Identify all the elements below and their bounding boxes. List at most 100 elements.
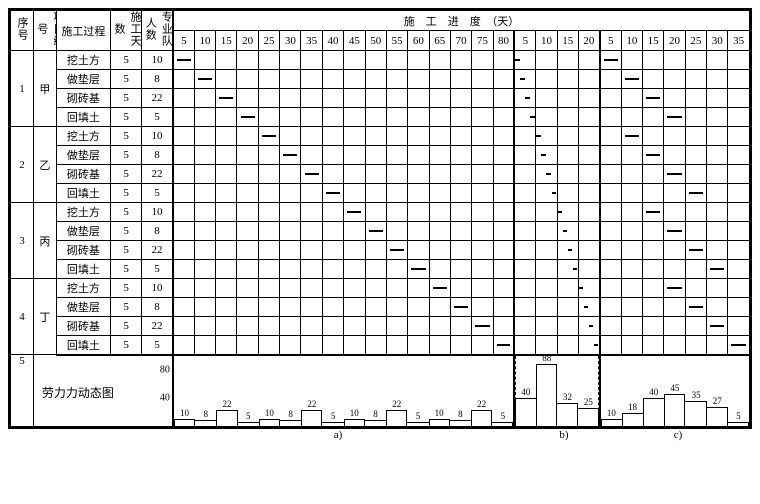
gantt-cell <box>301 317 322 336</box>
tick: 30 <box>280 31 301 51</box>
gantt-cell <box>514 203 535 222</box>
gantt-cell <box>557 222 578 241</box>
gantt-cell <box>514 222 535 241</box>
gantt-cell <box>621 336 642 355</box>
gantt-cell <box>386 127 407 146</box>
gantt-cell <box>472 317 493 336</box>
labor-seq: 5 <box>11 355 34 427</box>
footer-labels: a) b) c) <box>8 429 752 447</box>
gantt-cell <box>493 260 514 279</box>
gantt-cell <box>173 317 194 336</box>
gantt-cell <box>536 127 557 146</box>
gantt-cell <box>664 203 685 222</box>
days-cell: 5 <box>110 70 141 89</box>
gantt-cell <box>472 298 493 317</box>
gantt-cell <box>685 184 706 203</box>
gantt-cell <box>344 298 365 317</box>
labor-chart-c: 1018404535275 <box>601 356 749 426</box>
gantt-cell <box>301 108 322 127</box>
gantt-cell <box>194 127 215 146</box>
proj-code: 丙 <box>33 203 56 279</box>
gantt-cell <box>642 51 663 70</box>
gantt-cell <box>365 279 386 298</box>
gantt-cell <box>450 298 471 317</box>
gantt-cell <box>280 165 301 184</box>
gantt-cell <box>408 165 429 184</box>
gantt-cell <box>707 241 728 260</box>
tick: 20 <box>664 31 685 51</box>
gantt-cell <box>557 260 578 279</box>
gantt-cell <box>322 260 343 279</box>
gantt-cell <box>664 260 685 279</box>
gantt-cell <box>429 317 450 336</box>
gantt-cell <box>280 127 301 146</box>
gantt-cell <box>194 222 215 241</box>
gantt-cell <box>642 108 663 127</box>
gantt-cell <box>621 222 642 241</box>
tick: 75 <box>472 31 493 51</box>
gantt-cell <box>216 203 237 222</box>
gantt-cell <box>429 279 450 298</box>
gantt-cell <box>728 317 750 336</box>
gantt-cell <box>642 146 663 165</box>
gantt-cell <box>173 146 194 165</box>
gantt-cell <box>642 298 663 317</box>
gantt-cell <box>365 89 386 108</box>
gantt-cell <box>642 279 663 298</box>
gantt-cell <box>536 146 557 165</box>
gantt-cell <box>685 336 706 355</box>
tick: 45 <box>344 31 365 51</box>
gantt-cell <box>514 317 535 336</box>
gantt-cell <box>536 317 557 336</box>
gantt-cell <box>429 108 450 127</box>
gantt-cell <box>685 70 706 89</box>
gantt-cell <box>322 165 343 184</box>
gantt-cell <box>386 317 407 336</box>
gantt-cell <box>536 279 557 298</box>
gantt-cell <box>216 51 237 70</box>
gantt-cell <box>578 279 599 298</box>
gantt-cell <box>621 70 642 89</box>
gantt-cell <box>194 89 215 108</box>
tick: 35 <box>728 31 750 51</box>
gantt-cell <box>194 51 215 70</box>
days-cell: 5 <box>110 89 141 108</box>
process-name: 回填土 <box>56 260 110 279</box>
gantt-cell <box>322 51 343 70</box>
gantt-cell <box>557 165 578 184</box>
gantt-cell <box>600 298 621 317</box>
gantt-cell <box>728 70 750 89</box>
gantt-cell <box>216 222 237 241</box>
gantt-cell <box>365 165 386 184</box>
gantt-cell <box>301 260 322 279</box>
tick: 50 <box>365 31 386 51</box>
gantt-cell <box>194 165 215 184</box>
gantt-cell <box>408 203 429 222</box>
days-cell: 5 <box>110 51 141 70</box>
gantt-cell <box>536 203 557 222</box>
gantt-cell <box>600 336 621 355</box>
gantt-cell <box>322 279 343 298</box>
gantt-cell <box>450 241 471 260</box>
gantt-cell <box>365 127 386 146</box>
gantt-cell <box>450 317 471 336</box>
crew-cell: 5 <box>142 336 173 355</box>
gantt-cell <box>429 89 450 108</box>
gantt-cell <box>386 184 407 203</box>
gantt-cell <box>216 336 237 355</box>
gantt-cell <box>493 146 514 165</box>
gantt-cell <box>258 89 279 108</box>
gantt-cell <box>280 241 301 260</box>
gantt-cell <box>322 108 343 127</box>
label-a: a) <box>334 429 343 441</box>
gantt-cell <box>557 108 578 127</box>
gantt-cell <box>472 89 493 108</box>
gantt-cell <box>664 89 685 108</box>
gantt-cell <box>258 317 279 336</box>
seq-cell: 3 <box>11 203 34 279</box>
days-cell: 5 <box>110 279 141 298</box>
crew-cell: 10 <box>142 127 173 146</box>
gantt-cell <box>685 317 706 336</box>
crew-cell: 22 <box>142 89 173 108</box>
process-name: 挖土方 <box>56 127 110 146</box>
